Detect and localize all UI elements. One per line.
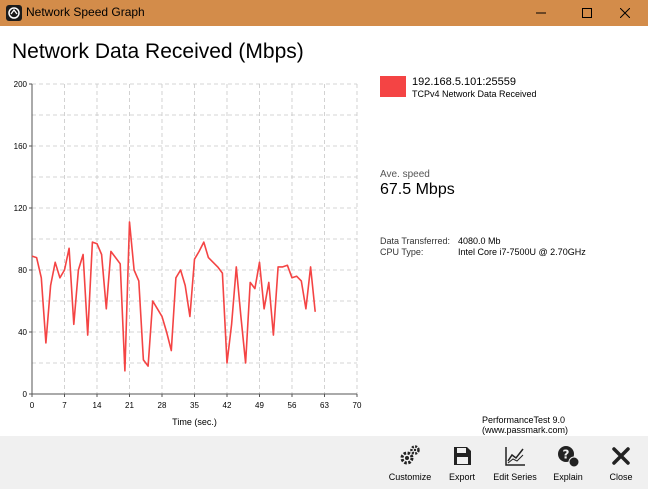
credit-text: PerformanceTest 9.0 (www.passmark.com) [482, 415, 569, 435]
legend-series-subtitle: TCPv4 Network Data Received [412, 89, 537, 99]
x-tick-label: 21 [125, 401, 134, 410]
x-tick-label: 35 [190, 401, 199, 410]
window-close-button[interactable] [602, 0, 648, 26]
close-x-icon [612, 447, 630, 465]
x-tick-label: 63 [320, 401, 329, 410]
export-label: Export [448, 472, 475, 482]
maximize-icon [582, 8, 592, 18]
y-tick-label: 80 [18, 266, 27, 275]
x-tick-label: 49 [255, 401, 264, 410]
app-icon [6, 5, 22, 21]
close-label: Close [609, 472, 633, 482]
customize-label: Customize [388, 472, 432, 482]
gears-icon [400, 445, 420, 465]
window-title: Network Speed Graph [26, 5, 145, 19]
minimize-icon [536, 12, 546, 14]
y-tick-label: 160 [14, 142, 28, 151]
average-speed-label: Ave. speed [380, 169, 430, 180]
x-tick-label: 0 [30, 401, 35, 410]
page-title: Network Data Received (Mbps) [12, 40, 304, 63]
edit-series-label: Edit Series [493, 472, 537, 482]
x-axis-label: Time (sec.) [172, 417, 217, 427]
line-chart: 0 40 80 120 160 200 0 7 14 21 28 35 42 49 56 63 70 Time … [14, 80, 362, 427]
svg-text:?: ? [563, 448, 570, 462]
data-transferred-label: Data Transferred: [380, 236, 451, 246]
legend-swatch [380, 76, 406, 97]
title-bar: Network Speed Graph [0, 0, 648, 26]
legend-series-name: 192.168.5.101:25559 [412, 76, 516, 88]
y-tick-label: 0 [23, 390, 28, 399]
x-tick-label: 14 [93, 401, 102, 410]
minimize-button[interactable] [518, 0, 564, 26]
average-speed-value: 67.5 Mbps [380, 181, 455, 198]
x-tick-label: 42 [223, 401, 232, 410]
x-tick-label: 70 [353, 401, 362, 410]
bottom-toolbar: Customize Export Edit Series ? Explain C… [0, 436, 648, 489]
customize-button[interactable]: Customize [382, 436, 438, 489]
export-button[interactable]: Export [434, 436, 490, 489]
cpu-type-value: Intel Core i7-7500U @ 2.70GHz [458, 247, 586, 257]
y-tick-label: 120 [14, 204, 28, 213]
cpu-type-label: CPU Type: [380, 247, 424, 257]
data-transferred-value: 4080.0 Mb [458, 236, 501, 246]
x-tick-label: 28 [158, 401, 167, 410]
y-tick-label: 200 [14, 80, 28, 89]
help-icon: ? [558, 446, 580, 468]
series-line [31, 221, 316, 372]
x-tick-label: 7 [62, 401, 67, 410]
save-icon [454, 447, 471, 465]
edit-series-button[interactable]: Edit Series [487, 436, 543, 489]
x-tick-label: 56 [288, 401, 297, 410]
maximize-button[interactable] [564, 0, 610, 26]
close-icon [620, 8, 630, 18]
explain-button[interactable]: ? Explain [540, 436, 596, 489]
explain-label: Explain [553, 472, 583, 482]
close-button[interactable]: Close [593, 436, 648, 489]
y-tick-label: 40 [18, 328, 27, 337]
line-chart-icon [505, 447, 525, 466]
